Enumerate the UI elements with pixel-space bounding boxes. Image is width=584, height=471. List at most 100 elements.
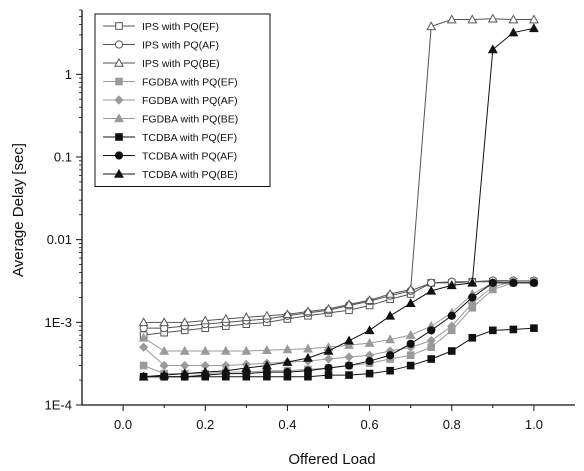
data-point: [468, 293, 477, 302]
legend-swatch-marker: [115, 77, 123, 86]
data-point: [467, 14, 478, 24]
y-tick-label: 0.01: [47, 232, 72, 247]
series-9: [138, 23, 539, 381]
data-point: [405, 330, 416, 339]
data-point: [427, 326, 436, 335]
data-point: [138, 332, 149, 342]
data-point: [365, 356, 374, 366]
data-point: [344, 361, 354, 370]
data-point: [487, 44, 498, 54]
data-point: [261, 360, 272, 370]
y-tick-label: 0.1: [54, 149, 72, 164]
data-point: [303, 352, 313, 362]
data-point: [509, 278, 518, 287]
data-point: [446, 14, 457, 24]
y-tick-label: 1E-3: [45, 315, 72, 330]
data-point: [446, 280, 457, 290]
data-point: [427, 278, 436, 287]
data-point: [139, 361, 148, 370]
legend-swatch-marker: [115, 133, 123, 141]
data-point: [365, 369, 374, 378]
data-point: [385, 310, 396, 320]
x-tick-label: 0.8: [443, 417, 461, 432]
data-point: [159, 317, 170, 327]
data-point: [303, 306, 313, 316]
data-point: [488, 278, 497, 287]
data-point: [406, 351, 415, 360]
legend-label: IPS with PQ(EF): [142, 21, 219, 33]
data-point: [220, 313, 231, 323]
data-point: [528, 14, 539, 24]
series-1: [139, 277, 538, 339]
data-point: [528, 23, 539, 33]
data-point: [405, 284, 416, 294]
series-layer: [138, 13, 539, 381]
data-point: [467, 298, 477, 308]
data-point: [508, 27, 519, 37]
data-point: [261, 345, 272, 354]
legend-label: TCDBA with PQ(BE): [142, 169, 238, 181]
data-point: [138, 317, 149, 327]
series-line: [143, 27, 535, 378]
data-point: [344, 352, 354, 362]
legend-label: FGDBA with PQ(AF): [142, 95, 238, 107]
series-5: [139, 277, 539, 371]
legend-label: TCDBA with PQ(AF): [142, 151, 237, 163]
data-point: [406, 361, 415, 370]
x-tick-label: 1.0: [525, 417, 543, 432]
series-7: [139, 324, 538, 381]
legend-swatch-marker: [114, 95, 124, 105]
data-point: [282, 357, 293, 366]
data-point: [345, 371, 353, 379]
data-point: [508, 14, 519, 24]
data-point: [385, 288, 396, 298]
y-axis-label: Average Delay [sec]: [10, 143, 27, 277]
data-point: [344, 299, 354, 309]
data-point: [489, 326, 497, 335]
data-point: [344, 335, 354, 345]
data-point: [282, 344, 293, 354]
series-line: [143, 18, 534, 323]
data-point: [324, 363, 333, 373]
x-tick-label: 0.0: [114, 417, 132, 432]
legend: IPS with PQ(EF) IPS with PQ(AF) IPS with P…: [94, 13, 271, 187]
legend-swatch-marker: [114, 113, 124, 123]
legend-label: IPS with PQ(AF): [142, 40, 219, 52]
data-point: [220, 345, 231, 355]
legend-swatch-marker: [114, 168, 124, 178]
data-point: [487, 13, 498, 23]
data-point: [529, 278, 539, 287]
legend-swatch-marker: [114, 151, 124, 160]
data-point: [447, 347, 456, 355]
y-tick-label: 1: [65, 67, 72, 82]
axis-ticks: 0.0 0.2 0.4 0.6 0.8 1.0 1E-4 1E-3 0.01 0.1 1: [45, 9, 543, 432]
legend-swatch-marker: [115, 22, 123, 30]
data-point: [303, 343, 313, 353]
data-point: [262, 368, 271, 377]
data-point: [467, 277, 478, 287]
data-point: [406, 339, 415, 348]
data-point: [261, 310, 272, 320]
data-point: [386, 351, 395, 360]
legend-swatch-marker: [114, 40, 124, 49]
x-tick-label: 0.2: [196, 417, 214, 432]
data-point: [364, 295, 375, 305]
data-point: [427, 355, 436, 363]
data-point: [138, 371, 149, 381]
data-point: [282, 309, 293, 319]
data-point: [179, 345, 190, 355]
data-point: [324, 371, 333, 379]
data-point: [159, 345, 170, 355]
data-point: [200, 315, 211, 325]
data-point: [364, 338, 375, 347]
data-point: [386, 366, 394, 375]
y-tick-label: 1E-4: [45, 398, 72, 413]
x-tick-label: 0.4: [278, 417, 296, 432]
data-point: [468, 333, 477, 342]
data-point: [364, 325, 375, 335]
legend-label: FGDBA with PQ(BE): [142, 114, 238, 126]
series-6: [138, 275, 539, 355]
data-point: [323, 303, 334, 313]
data-point: [447, 321, 457, 331]
